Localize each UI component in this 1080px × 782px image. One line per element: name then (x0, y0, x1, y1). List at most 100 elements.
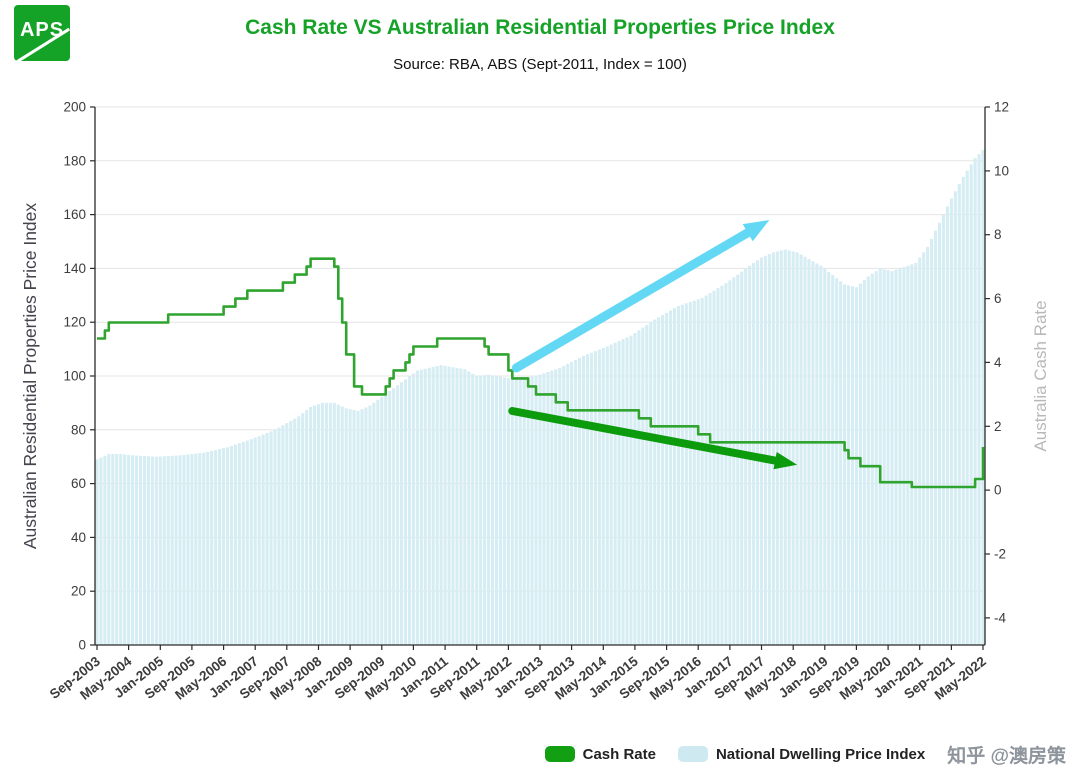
dwelling-bar (763, 255, 768, 646)
dwelling-bar (210, 450, 214, 645)
dwelling-index-swatch (677, 746, 708, 762)
dwelling-bar (154, 456, 158, 645)
dwelling-bar (708, 293, 712, 645)
dwelling-bar (285, 423, 289, 645)
dwelling-bar (771, 252, 775, 646)
dwelling-bar (831, 275, 835, 645)
dwelling-bar (672, 308, 677, 645)
dwelling-bar (815, 263, 819, 645)
dwelling-bar (111, 454, 115, 645)
left-tick-label: 40 (71, 530, 86, 545)
dwelling-bar (724, 283, 728, 645)
dwelling-bar (578, 357, 582, 645)
dwelling-bar (629, 335, 633, 645)
chart-canvas: Australian Residential Properties Price … (20, 100, 1050, 703)
dwelling-bar (301, 413, 305, 645)
left-tick-label: 200 (63, 100, 86, 115)
dwelling-bar (668, 310, 673, 645)
dwelling-bar (605, 346, 609, 645)
right-tick-label: 2 (994, 419, 1002, 434)
aps-logo-text: APS (19, 18, 65, 41)
dwelling-bar (312, 405, 317, 645)
dwelling-bar (633, 333, 637, 645)
dwelling-bar (407, 376, 412, 645)
dwelling-bar (328, 402, 332, 645)
cash-rate-legend-label: Cash Rate (582, 745, 656, 763)
dwelling-bar (957, 184, 961, 645)
dwelling-bar (388, 391, 392, 645)
left-tick-label: 140 (63, 261, 86, 276)
dwelling-bar (902, 267, 906, 645)
dwelling-bar (846, 285, 851, 645)
right-tick-label: 8 (994, 227, 1002, 242)
dwelling-bar (550, 370, 554, 645)
dwelling-bar (878, 268, 882, 645)
dwelling-bar (839, 281, 843, 645)
dwelling-bar (134, 455, 139, 645)
dwelling-bar (649, 322, 653, 645)
dwelling-bar (400, 382, 404, 645)
dwelling-bar (795, 252, 799, 646)
dwelling-bar (965, 170, 969, 645)
left-tick-label: 20 (71, 584, 86, 599)
dwelling-bar (455, 367, 459, 645)
dwelling-bar (225, 447, 230, 645)
dwelling-bar (775, 251, 779, 645)
dwelling-bar (953, 191, 957, 646)
dwelling-bar (886, 270, 890, 645)
dwelling-bar (680, 304, 684, 645)
dwelling-bar (170, 455, 174, 645)
dwelling-bar (344, 408, 348, 645)
dwelling-bar (178, 455, 182, 645)
dwelling-bar (926, 246, 930, 645)
dwelling-bar (981, 150, 985, 645)
dwelling-bar (439, 365, 443, 645)
dwelling-bar (431, 367, 435, 645)
right-tick-label: 0 (994, 483, 1002, 498)
dwelling-bar (514, 378, 518, 645)
left-tick-label: 160 (63, 207, 86, 222)
dwelling-bar (641, 327, 645, 645)
dwelling-bar (554, 369, 558, 645)
right-tick-label: 10 (994, 163, 1009, 178)
cash-rate-swatch (544, 746, 575, 762)
dwelling-bar (305, 410, 309, 645)
dwelling-bar (625, 337, 629, 645)
left-axis-title: Australian Residential Properties Price … (20, 203, 40, 550)
dwelling-bar (700, 298, 704, 645)
dwelling-bar (479, 375, 483, 645)
dwelling-bar (791, 251, 795, 645)
dwelling-bar (427, 367, 431, 645)
dwelling-bar (403, 379, 408, 645)
dwelling-bar (360, 409, 364, 645)
dwelling-bar (218, 449, 222, 645)
dwelling-bar (352, 410, 356, 645)
dwelling-bar (621, 339, 625, 645)
tick-marks (90, 106, 990, 650)
dwelling-bar (657, 317, 661, 645)
dwelling-bar (522, 377, 526, 645)
dwelling-bar (245, 440, 249, 645)
dwelling-bar (566, 363, 570, 645)
right-axis-title: Australia Cash Rate (1031, 300, 1050, 451)
dwelling-bar (934, 230, 938, 645)
dwelling-bar (150, 456, 154, 645)
dwelling-bar (736, 274, 740, 645)
left-tick-label: 180 (63, 153, 86, 168)
dwelling-bar (222, 448, 226, 645)
dwelling-bar (158, 456, 162, 645)
dwelling-bar (807, 259, 811, 645)
dwelling-bar (332, 402, 336, 645)
dwelling-bar (131, 455, 135, 645)
dwelling-bar (459, 368, 463, 645)
aps-logo: APS (14, 5, 70, 61)
dwelling-bar (696, 299, 700, 645)
dwelling-bar (906, 265, 910, 645)
dwelling-bar (914, 263, 918, 645)
dwelling-bar (384, 393, 388, 645)
dwelling-bar (862, 280, 866, 645)
dwelling-bar (174, 455, 178, 645)
legend-item-cash-rate: Cash Rate (544, 745, 656, 763)
dwelling-bar (293, 418, 297, 645)
